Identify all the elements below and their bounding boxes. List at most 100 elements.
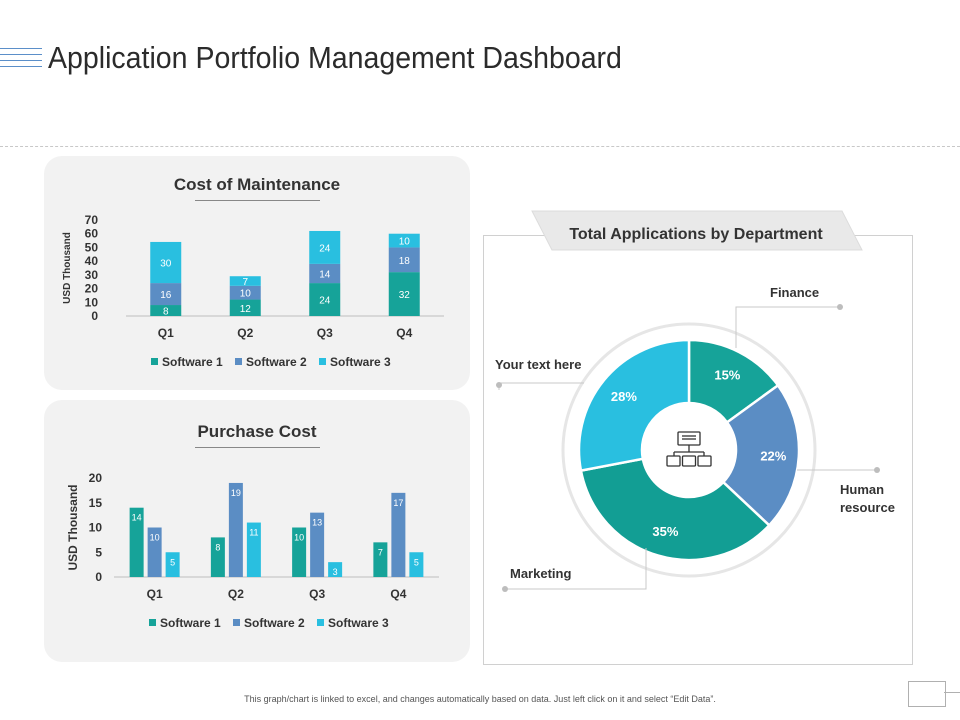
legend-swatch-2 <box>235 358 242 365</box>
legend-label-2: Software 2 <box>246 355 307 369</box>
title-banner <box>531 210 863 251</box>
finance-label: Finance <box>770 285 819 300</box>
bar-q1-software-3 <box>150 241 182 284</box>
bar-q2-software-1 <box>210 537 225 577</box>
org-chart-icon-part <box>666 455 681 467</box>
legend-label-3: Software 3 <box>328 616 389 630</box>
bar-value-label: 3 <box>333 567 338 577</box>
bar-q4-software-3 <box>388 233 420 248</box>
y-axis-title: USD Thousand <box>62 232 73 304</box>
bar-value-label: 10 <box>150 533 160 543</box>
slice-marketing <box>579 457 771 562</box>
bar-value-label: 32 <box>399 290 411 301</box>
bar-value-label: 10 <box>294 533 304 543</box>
legend-swatch-1 <box>149 619 156 626</box>
x-tick-label: Q4 <box>390 587 406 601</box>
bar-value-label: 5 <box>414 557 419 567</box>
slice-percent-label: 28% <box>611 389 637 404</box>
x-tick-label: Q2 <box>228 587 244 601</box>
bar-q1-software-3 <box>165 552 180 577</box>
x-tick-label: Q3 <box>317 326 333 340</box>
bar-value-label: 10 <box>240 289 252 300</box>
y-tick-label: 50 <box>85 240 99 254</box>
y-tick-label: 10 <box>89 521 103 535</box>
x-tick-label: Q3 <box>309 587 325 601</box>
y-tick-label: 40 <box>85 254 99 268</box>
your-text-label: Your text here <box>495 357 581 372</box>
slice-percent-label: 35% <box>652 524 678 539</box>
y-tick-label: 20 <box>85 282 99 296</box>
purchase-title-underline <box>195 447 320 448</box>
legend-label-2: Software 2 <box>244 616 305 630</box>
y-axis-title: USD Thousand <box>66 485 80 571</box>
y-tick-label: 15 <box>89 496 103 510</box>
bar-value-label: 13 <box>312 518 322 528</box>
bar-value-label: 5 <box>170 557 175 567</box>
bar-value-label: 18 <box>399 256 411 267</box>
corner-decoration <box>908 681 946 707</box>
bar-value-label: 8 <box>163 307 169 318</box>
legend-swatch-3 <box>317 619 324 626</box>
bar-value-label: 24 <box>319 243 331 254</box>
maintenance-title-underline <box>195 200 320 201</box>
marketing-label: Marketing <box>510 566 571 581</box>
x-tick-label: Q1 <box>147 587 163 601</box>
marketing-leader-dot <box>502 586 508 592</box>
bar-q3-software-3 <box>328 562 343 577</box>
bar-value-label: 7 <box>242 277 248 288</box>
header-divider <box>0 146 960 147</box>
y-tick-label: 20 <box>89 471 103 485</box>
slice-your-text-here <box>577 338 691 473</box>
slice-percent-label: 22% <box>760 448 786 463</box>
x-tick-label: Q4 <box>396 326 412 340</box>
legend-swatch-3 <box>319 358 326 365</box>
department-chart: Total Applications by Department 15% 22% 35… <box>495 210 895 592</box>
org-chart-icon <box>666 431 712 467</box>
bar-value-label: 14 <box>319 269 331 280</box>
bar-q2-software-3 <box>229 276 261 286</box>
footer-note: This graph/chart is linked to excel, and… <box>244 694 716 704</box>
legend-label-3: Software 3 <box>330 355 391 369</box>
y-tick-label: 0 <box>95 570 102 584</box>
bar-value-label: 7 <box>378 547 383 557</box>
legend-swatch-2 <box>233 619 240 626</box>
bar-q4-software-1 <box>373 542 388 577</box>
bar-q1-software-1 <box>129 507 144 577</box>
bar-q3-software-3 <box>309 230 341 264</box>
y-tick-label: 70 <box>85 213 99 227</box>
bar-q1-software-2 <box>150 283 182 306</box>
your-text-leader-line <box>498 382 584 390</box>
bar-q4-software-3 <box>409 552 424 577</box>
maintenance-chart-title: Cost of Maintenance <box>173 175 341 194</box>
y-tick-label: 30 <box>85 268 99 282</box>
x-tick-label: Q1 <box>158 326 174 340</box>
purchase-chart-title: Purchase Cost <box>197 422 317 441</box>
bar-value-label: 11 <box>249 528 258 538</box>
bar-value-label: 8 <box>215 542 220 552</box>
bar-q2-software-2 <box>228 482 243 577</box>
bar-q4-software-1 <box>388 272 420 316</box>
human-resource-label-line1: Human <box>840 482 884 497</box>
bar-q1-software-1 <box>150 305 182 316</box>
legend-swatch-1 <box>151 358 158 365</box>
bar-value-label: 10 <box>399 237 411 248</box>
page-title: Application Portfolio Management Dashboa… <box>48 40 622 75</box>
y-tick-label: 10 <box>85 295 99 309</box>
bar-value-label: 12 <box>240 304 252 315</box>
marketing-leader-line <box>505 548 647 590</box>
y-tick-label: 0 <box>91 309 98 323</box>
finance-leader-dot <box>837 304 843 310</box>
bar-q2-software-1 <box>229 299 261 316</box>
your-text-leader-dot <box>496 382 502 388</box>
hr-leader-dot <box>874 467 880 473</box>
bar-q3-software-2 <box>310 512 325 577</box>
bar-q3-software-1 <box>309 283 341 316</box>
bar-q4-software-2 <box>388 247 420 273</box>
bar-value-label: 19 <box>231 488 241 498</box>
x-tick-label: Q2 <box>237 326 253 340</box>
bar-value-label: 14 <box>132 513 142 523</box>
y-tick-label: 5 <box>95 545 102 559</box>
legend-label-1: Software 1 <box>162 355 223 369</box>
bar-value-label: 16 <box>160 290 172 301</box>
